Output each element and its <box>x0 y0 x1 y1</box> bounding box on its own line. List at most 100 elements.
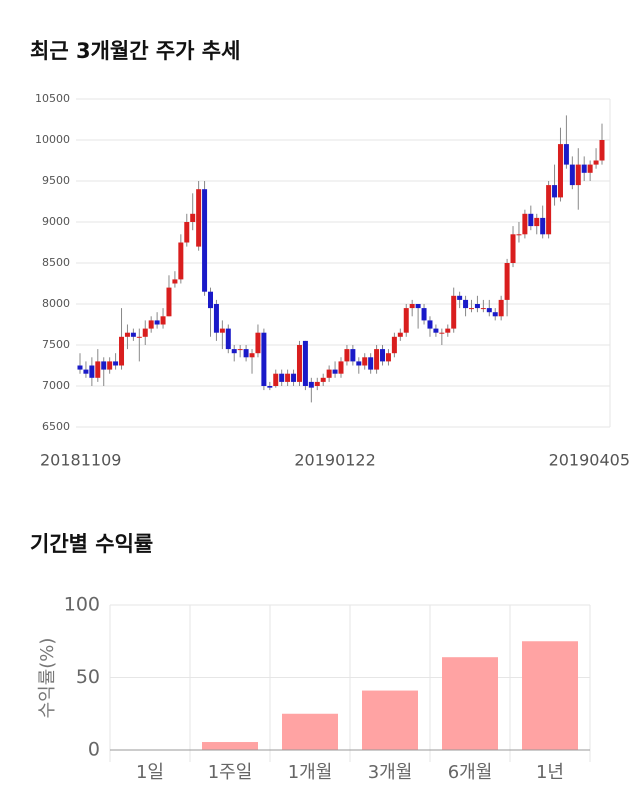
candle-body <box>403 308 409 333</box>
y-tick-label: 10000 <box>35 133 70 146</box>
y-tick-label: 6500 <box>42 420 70 433</box>
candle-body <box>528 213 534 227</box>
candle-body <box>178 242 184 280</box>
candle-body <box>546 185 552 235</box>
candle-body <box>231 349 237 354</box>
bar <box>522 641 578 750</box>
candle-body <box>474 304 480 309</box>
y-tick-label: 9000 <box>42 215 70 228</box>
candle-body <box>552 185 558 198</box>
candle-body <box>225 328 231 350</box>
x-tick-label: 1개월 <box>288 762 333 783</box>
x-tick-label: 1년 <box>536 762 564 783</box>
candle-body <box>451 295 457 329</box>
candle-body <box>172 279 178 284</box>
candle-body <box>160 316 166 325</box>
candle-body <box>302 340 308 386</box>
y-tick-label: 8000 <box>42 297 70 310</box>
bar <box>202 742 258 750</box>
y-tick-label: 10500 <box>35 92 70 105</box>
candle-body <box>563 144 569 165</box>
x-tick-label: 6개월 <box>448 762 493 783</box>
candle-body <box>469 308 474 310</box>
candle-body <box>208 291 213 309</box>
y-tick-label: 8500 <box>42 256 70 269</box>
x-tick-label: 1일 <box>136 762 164 783</box>
candle-body <box>397 332 403 337</box>
candle-body <box>540 217 546 235</box>
bar <box>442 657 498 750</box>
candle-body <box>504 263 510 300</box>
chart-title: 최근 3개월간 주가 추세 <box>30 39 240 63</box>
candle-body <box>320 377 326 382</box>
candle-body <box>332 369 338 374</box>
candle-body <box>362 357 368 366</box>
candle-body <box>415 304 421 309</box>
x-tick-label: 20190122 <box>294 451 375 470</box>
candle-body <box>457 295 463 300</box>
candle-body <box>243 349 249 358</box>
candle-body <box>338 361 344 374</box>
candle-body <box>427 320 433 329</box>
candle-body <box>557 144 563 198</box>
candle-body <box>291 373 297 382</box>
candle-body <box>575 164 581 186</box>
candle-body <box>510 234 516 263</box>
y-tick-label: 0 <box>88 739 100 761</box>
candle-body <box>267 386 273 388</box>
x-tick-label: 3개월 <box>368 762 413 783</box>
bar <box>362 690 418 750</box>
candle-body <box>581 164 587 173</box>
candle-body <box>569 164 575 186</box>
candle-body <box>308 381 314 388</box>
candle-body <box>463 299 469 309</box>
candle-body <box>421 308 427 321</box>
x-tick-label: 20181109 <box>40 451 121 470</box>
candle-body <box>124 332 130 337</box>
candle-body <box>492 312 498 317</box>
candle-body <box>296 345 302 382</box>
candle-body <box>83 369 89 374</box>
candle-body <box>326 369 332 378</box>
candle-body <box>130 332 136 337</box>
candle-body <box>113 361 119 366</box>
chart-title: 기간별 수익률 <box>30 532 153 556</box>
y-tick-label: 7000 <box>42 379 70 392</box>
y-tick-label: 100 <box>64 594 100 616</box>
x-tick-label: 1주일 <box>208 762 253 783</box>
candle-body <box>213 304 219 333</box>
candle-body <box>445 328 451 333</box>
candle-body <box>202 189 208 292</box>
candle-body <box>314 381 320 386</box>
candle-body <box>196 189 202 247</box>
candle-body <box>486 308 492 313</box>
candle-body <box>439 332 445 334</box>
candle-body <box>261 332 267 386</box>
candle-body <box>249 353 255 358</box>
candle-body <box>433 328 439 333</box>
y-axis-label: 수익률(%) <box>37 638 58 719</box>
candle-body <box>344 349 350 362</box>
candle-body <box>391 336 397 354</box>
candle-body <box>350 349 356 362</box>
bar <box>282 713 338 750</box>
candle-body <box>219 328 225 333</box>
candle-body <box>119 336 125 366</box>
candle-body <box>380 349 386 362</box>
candle-body <box>166 287 172 317</box>
candle-body <box>190 213 196 222</box>
candle-body <box>587 164 593 173</box>
candle-body <box>184 222 190 243</box>
candle-body <box>599 140 605 161</box>
candle-body <box>89 365 95 378</box>
candle-body <box>356 361 362 366</box>
candle-body <box>237 349 243 351</box>
y-tick-label: 7500 <box>42 338 70 351</box>
candle-body <box>77 365 83 370</box>
candle-body <box>101 361 107 370</box>
candle-body <box>385 353 391 362</box>
candle-body <box>409 304 415 309</box>
candle-body <box>142 328 148 337</box>
